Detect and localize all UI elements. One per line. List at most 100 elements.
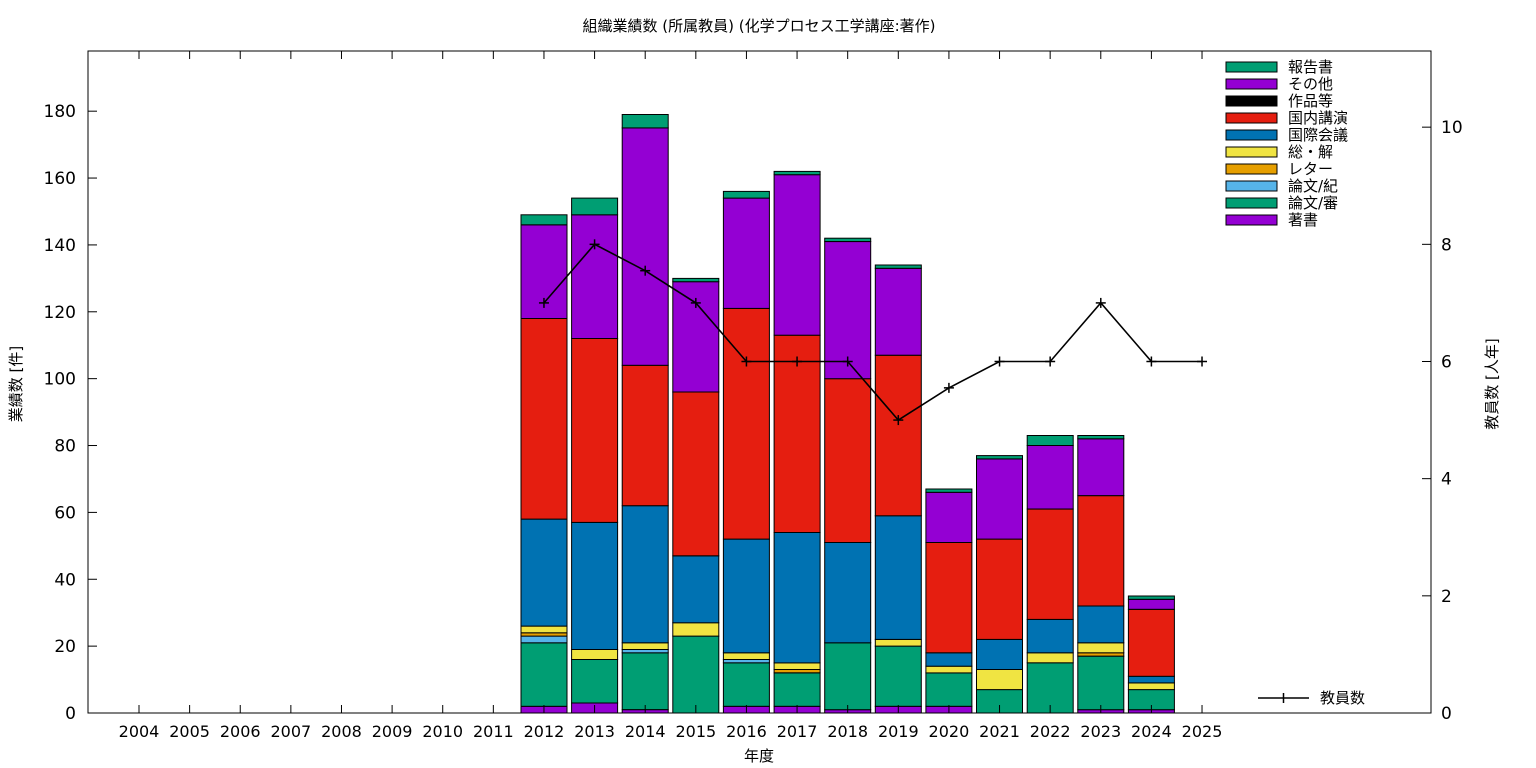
bar-segment-2013-8: [571, 214, 619, 339]
bar-segment-2019-9: [874, 264, 922, 269]
x-tick-label-2011: 2011: [473, 722, 514, 741]
bar-segment-2013-6: [571, 338, 619, 523]
y2-tick-label-6: 6: [1441, 352, 1452, 372]
bar-segment-2017-1: [773, 672, 821, 707]
line-point-2021: [994, 356, 1005, 367]
bar-segment-2022-1: [1026, 662, 1074, 714]
y-tick-label-180: 180: [44, 102, 76, 122]
bar-segment-2014-9: [621, 114, 669, 129]
legend-label-報告書: 報告書: [1288, 58, 1333, 76]
line-series-group: [538, 239, 1208, 426]
line-教員数: [543, 243, 1202, 422]
x-tick-label-2006: 2006: [220, 722, 261, 741]
bar-segment-2022-8: [1026, 445, 1074, 510]
legend-swatch-報告書: [1225, 61, 1278, 73]
legend-swatch-論文/審: [1225, 197, 1278, 209]
bar-segment-2022-5: [1026, 618, 1074, 654]
bar-segment-2012-2: [520, 635, 568, 644]
bar-segment-2012-9: [520, 214, 568, 226]
legend-label-教員数: 教員数: [1320, 689, 1365, 707]
bar-segment-2012-1: [520, 642, 568, 707]
y2-axis-label: 教員数 [人年]: [1483, 338, 1501, 429]
line-point-2012: [538, 297, 549, 308]
y-tick-label-80: 80: [54, 437, 76, 457]
y-tick-label-100: 100: [44, 370, 76, 390]
y2-tick-label-2: 2: [1441, 587, 1452, 607]
bar-segment-2014-6: [621, 364, 669, 507]
x-tick-label-2020: 2020: [929, 722, 970, 741]
bar-segment-2014-4: [621, 642, 669, 650]
line-point-2016: [741, 356, 752, 367]
x-tick-label-2025: 2025: [1182, 722, 1223, 741]
bar-segment-2023-4: [1077, 642, 1125, 654]
bar-segment-2022-9: [1026, 435, 1074, 446]
line-point-2022: [1045, 356, 1056, 367]
bar-segment-2019-6: [874, 354, 922, 517]
bar-segment-2020-9: [925, 488, 973, 493]
bar-segment-2013-5: [571, 521, 619, 651]
y-tick-label-60: 60: [54, 503, 76, 523]
legend-label-国際会議: 国際会議: [1288, 126, 1348, 144]
bar-segment-2019-5: [874, 515, 922, 640]
bar-segment-2024-9: [1127, 595, 1175, 600]
bar-segment-2015-6: [672, 391, 720, 557]
bar-segment-2017-4: [773, 662, 821, 670]
bar-segment-2012-6: [520, 318, 568, 520]
plot-frame: [87, 50, 1432, 714]
bar-segment-2019-1: [874, 645, 922, 707]
x-tick-label-2021: 2021: [979, 722, 1020, 741]
bar-segment-2022-4: [1026, 652, 1074, 664]
bar-segment-2024-5: [1127, 675, 1175, 684]
chart-title: 組織業績数 (所属教員) (化学プロセス工学講座:著作): [582, 17, 935, 35]
bar-segment-2015-5: [672, 555, 720, 624]
x-tick-label-2017: 2017: [777, 722, 818, 741]
x-tick-label-2008: 2008: [321, 722, 362, 741]
bar-segment-2015-9: [672, 277, 720, 283]
bar-segment-2024-8: [1127, 598, 1175, 610]
line-point-2017: [792, 356, 803, 367]
legend-label-国内講演: 国内講演: [1288, 109, 1348, 127]
line-point-2019: [893, 415, 904, 426]
legend-swatch-論文/紀: [1225, 180, 1278, 192]
line-point-2013: [589, 239, 600, 250]
x-tick-label-2007: 2007: [271, 722, 312, 741]
x-tick-label-2023: 2023: [1080, 722, 1121, 741]
x-tick-label-2010: 2010: [422, 722, 463, 741]
legend-swatch-国内講演: [1225, 112, 1278, 124]
bar-segment-2014-8: [621, 127, 669, 366]
bar-segment-2022-6: [1026, 508, 1074, 620]
bar-segment-2024-6: [1127, 608, 1175, 677]
bar-segment-2018-1: [824, 642, 872, 711]
bar-segment-2017-6: [773, 334, 821, 534]
line-point-2025: [1197, 356, 1208, 367]
bar-segment-2015-4: [672, 622, 720, 637]
line-point-2014: [640, 265, 651, 276]
bar-segment-2019-4: [874, 638, 922, 647]
bar-segment-2021-8: [976, 458, 1023, 540]
legend-swatch-総・解: [1225, 146, 1278, 158]
bar-segment-2020-8: [925, 491, 973, 543]
bar-segment-2024-4: [1127, 682, 1175, 691]
bar-segment-2018-9: [824, 237, 872, 242]
bar-segment-2015-1: [672, 635, 720, 714]
bar-segment-2020-1: [925, 672, 973, 707]
x-tick-label-2014: 2014: [625, 722, 666, 741]
line-point-2018: [842, 356, 853, 367]
x-tick-label-2015: 2015: [675, 722, 716, 741]
legend-label-作品等: 作品等: [1288, 92, 1333, 110]
legend-label-レター: レター: [1288, 160, 1333, 178]
legend-swatch-その他: [1225, 78, 1278, 90]
y-tick-label-0: 0: [65, 704, 76, 724]
y-tick-label-160: 160: [44, 169, 76, 189]
x-tick-label-2019: 2019: [878, 722, 919, 741]
bar-segment-2018-6: [824, 378, 872, 544]
bar-segment-2016-5: [722, 538, 770, 654]
y-axis-label: 業績数 [件]: [7, 346, 25, 422]
x-tick-label-2016: 2016: [726, 722, 767, 741]
bar-segment-2016-6: [722, 307, 770, 540]
bar-segment-2023-6: [1077, 495, 1125, 607]
line-point-2015: [690, 297, 701, 308]
y2-tick-label-0: 0: [1441, 704, 1452, 724]
y-tick-label-20: 20: [54, 637, 76, 657]
